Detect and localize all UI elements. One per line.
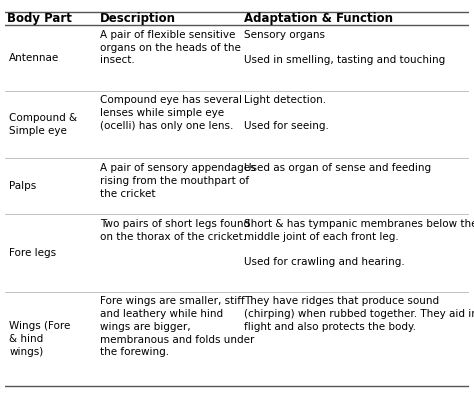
Text: They have ridges that produce sound
(chirping) when rubbed together. They aid in: They have ridges that produce sound (chi… <box>244 296 474 332</box>
Text: Adaptation & Function: Adaptation & Function <box>244 12 393 25</box>
Text: Compound eye has several
lenses while simple eye
(ocelli) has only one lens.: Compound eye has several lenses while si… <box>100 95 242 131</box>
Text: Short & has tympanic membranes below the
middle joint of each front leg.

Used f: Short & has tympanic membranes below the… <box>244 219 474 268</box>
Text: Palps: Palps <box>9 181 36 191</box>
Text: Fore legs: Fore legs <box>9 248 56 258</box>
Text: Wings (Fore
& hind
wings): Wings (Fore & hind wings) <box>9 321 71 357</box>
Text: Description: Description <box>100 12 176 25</box>
Text: Body Part: Body Part <box>7 12 72 25</box>
Text: Compound &
Simple eye: Compound & Simple eye <box>9 113 78 136</box>
Text: Two pairs of short legs found
on the thorax of the cricket.: Two pairs of short legs found on the tho… <box>100 219 250 242</box>
Text: Antennae: Antennae <box>9 53 60 63</box>
Text: A pair of flexible sensitive
organs on the heads of the
insect.: A pair of flexible sensitive organs on t… <box>100 30 241 65</box>
Text: Fore wings are smaller, stiff
and leathery while hind
wings are bigger,
membrano: Fore wings are smaller, stiff and leathe… <box>100 296 255 357</box>
Text: Sensory organs

Used in smelling, tasting and touching: Sensory organs Used in smelling, tasting… <box>244 30 445 65</box>
Text: Light detection.

Used for seeing.: Light detection. Used for seeing. <box>244 95 329 131</box>
Text: Used as organ of sense and feeding: Used as organ of sense and feeding <box>244 163 431 173</box>
Text: A pair of sensory appendages
rising from the mouthpart of
the cricket: A pair of sensory appendages rising from… <box>100 163 255 199</box>
